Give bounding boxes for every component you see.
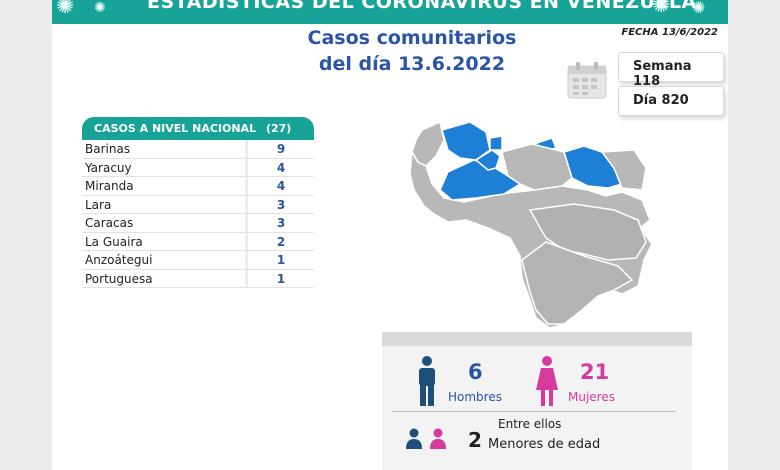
heading-line-1: Casos comunitarios — [307, 27, 517, 49]
man-icon — [419, 356, 435, 406]
venezuela-map — [409, 120, 653, 329]
banner-title: ESTADÍSTICAS DEL CORONAVIRUS EN VENEZUEL… — [147, 0, 697, 13]
stats-panel-top — [382, 332, 692, 346]
table-total: (27) — [265, 122, 292, 135]
heading-line-2: del día 13.6.2022 — [318, 53, 506, 75]
case-count: 1 — [276, 271, 286, 286]
men-count: 6 — [468, 360, 483, 384]
day-badge: Día 820 — [618, 86, 724, 116]
case-count: 3 — [276, 216, 286, 230]
case-count: 4 — [276, 160, 286, 175]
state-name: Portuguesa — [82, 269, 248, 287]
page-heading: Casos comunitarios del día 13.6.2022 — [282, 25, 542, 77]
table-row: Portuguesa 1 — [82, 269, 314, 288]
men-label: Hombres — [448, 390, 502, 404]
table-row: Yaracuy 4 — [82, 158, 314, 177]
women-count: 21 — [580, 360, 610, 384]
state-name: Anzoátegui — [82, 251, 248, 269]
children-icon — [406, 428, 446, 449]
case-count: 3 — [276, 197, 286, 212]
state-portuguesa — [474, 149, 501, 171]
case-count: 2 — [276, 234, 286, 249]
table-header: CASOS A NIVEL NACIONAL (27) — [82, 117, 314, 140]
state-name: Lara — [82, 195, 248, 213]
week-badge: Semana 118 — [618, 52, 724, 89]
calendar-icon — [567, 62, 607, 99]
table-row: La Guaira 2 — [82, 232, 314, 251]
table-row: Lara 3 — [82, 195, 314, 214]
case-count: 1 — [276, 253, 286, 267]
state-name: Yaracuy — [82, 158, 248, 176]
minors-count: 2 — [468, 428, 482, 452]
state-yaracuy — [489, 135, 503, 151]
state-name: Barinas — [82, 140, 248, 158]
national-cases-table: CASOS A NIVEL NACIONAL (27) Barinas 9 Yar… — [82, 117, 314, 288]
virus-icon: ✺ — [692, 0, 706, 17]
table-row: Miranda 4 — [82, 177, 314, 196]
title-banner: ✺ ✺ ESTADÍSTICAS DEL CORONAVIRUS EN VENE… — [52, 0, 728, 24]
state-name: La Guaira — [82, 232, 248, 250]
case-count: 9 — [276, 142, 286, 156]
minors-intro: Entre ellos — [498, 417, 562, 431]
state-name: Miranda — [82, 177, 248, 195]
state-lara — [441, 121, 491, 161]
case-count: 4 — [276, 179, 286, 193]
table-row: Anzoátegui 1 — [82, 251, 314, 270]
divider — [392, 411, 676, 412]
virus-icon: ✺ — [56, 0, 75, 19]
women-label: Mujeres — [568, 390, 615, 404]
state-name: Caracas — [82, 214, 248, 232]
table-row: Caracas 3 — [82, 214, 314, 233]
date-label: FECHA 13/6/2022 — [621, 27, 718, 38]
infographic-card: ✺ ✺ ESTADÍSTICAS DEL CORONAVIRUS EN VENE… — [52, 0, 728, 470]
virus-icon: ✺ — [652, 0, 671, 18]
virus-icon: ✺ — [94, 0, 106, 16]
table-row: Barinas 9 — [82, 140, 314, 159]
woman-icon — [536, 356, 558, 406]
minors-label: Menores de edad — [488, 437, 601, 452]
table-title: CASOS A NIVEL NACIONAL — [94, 122, 257, 135]
